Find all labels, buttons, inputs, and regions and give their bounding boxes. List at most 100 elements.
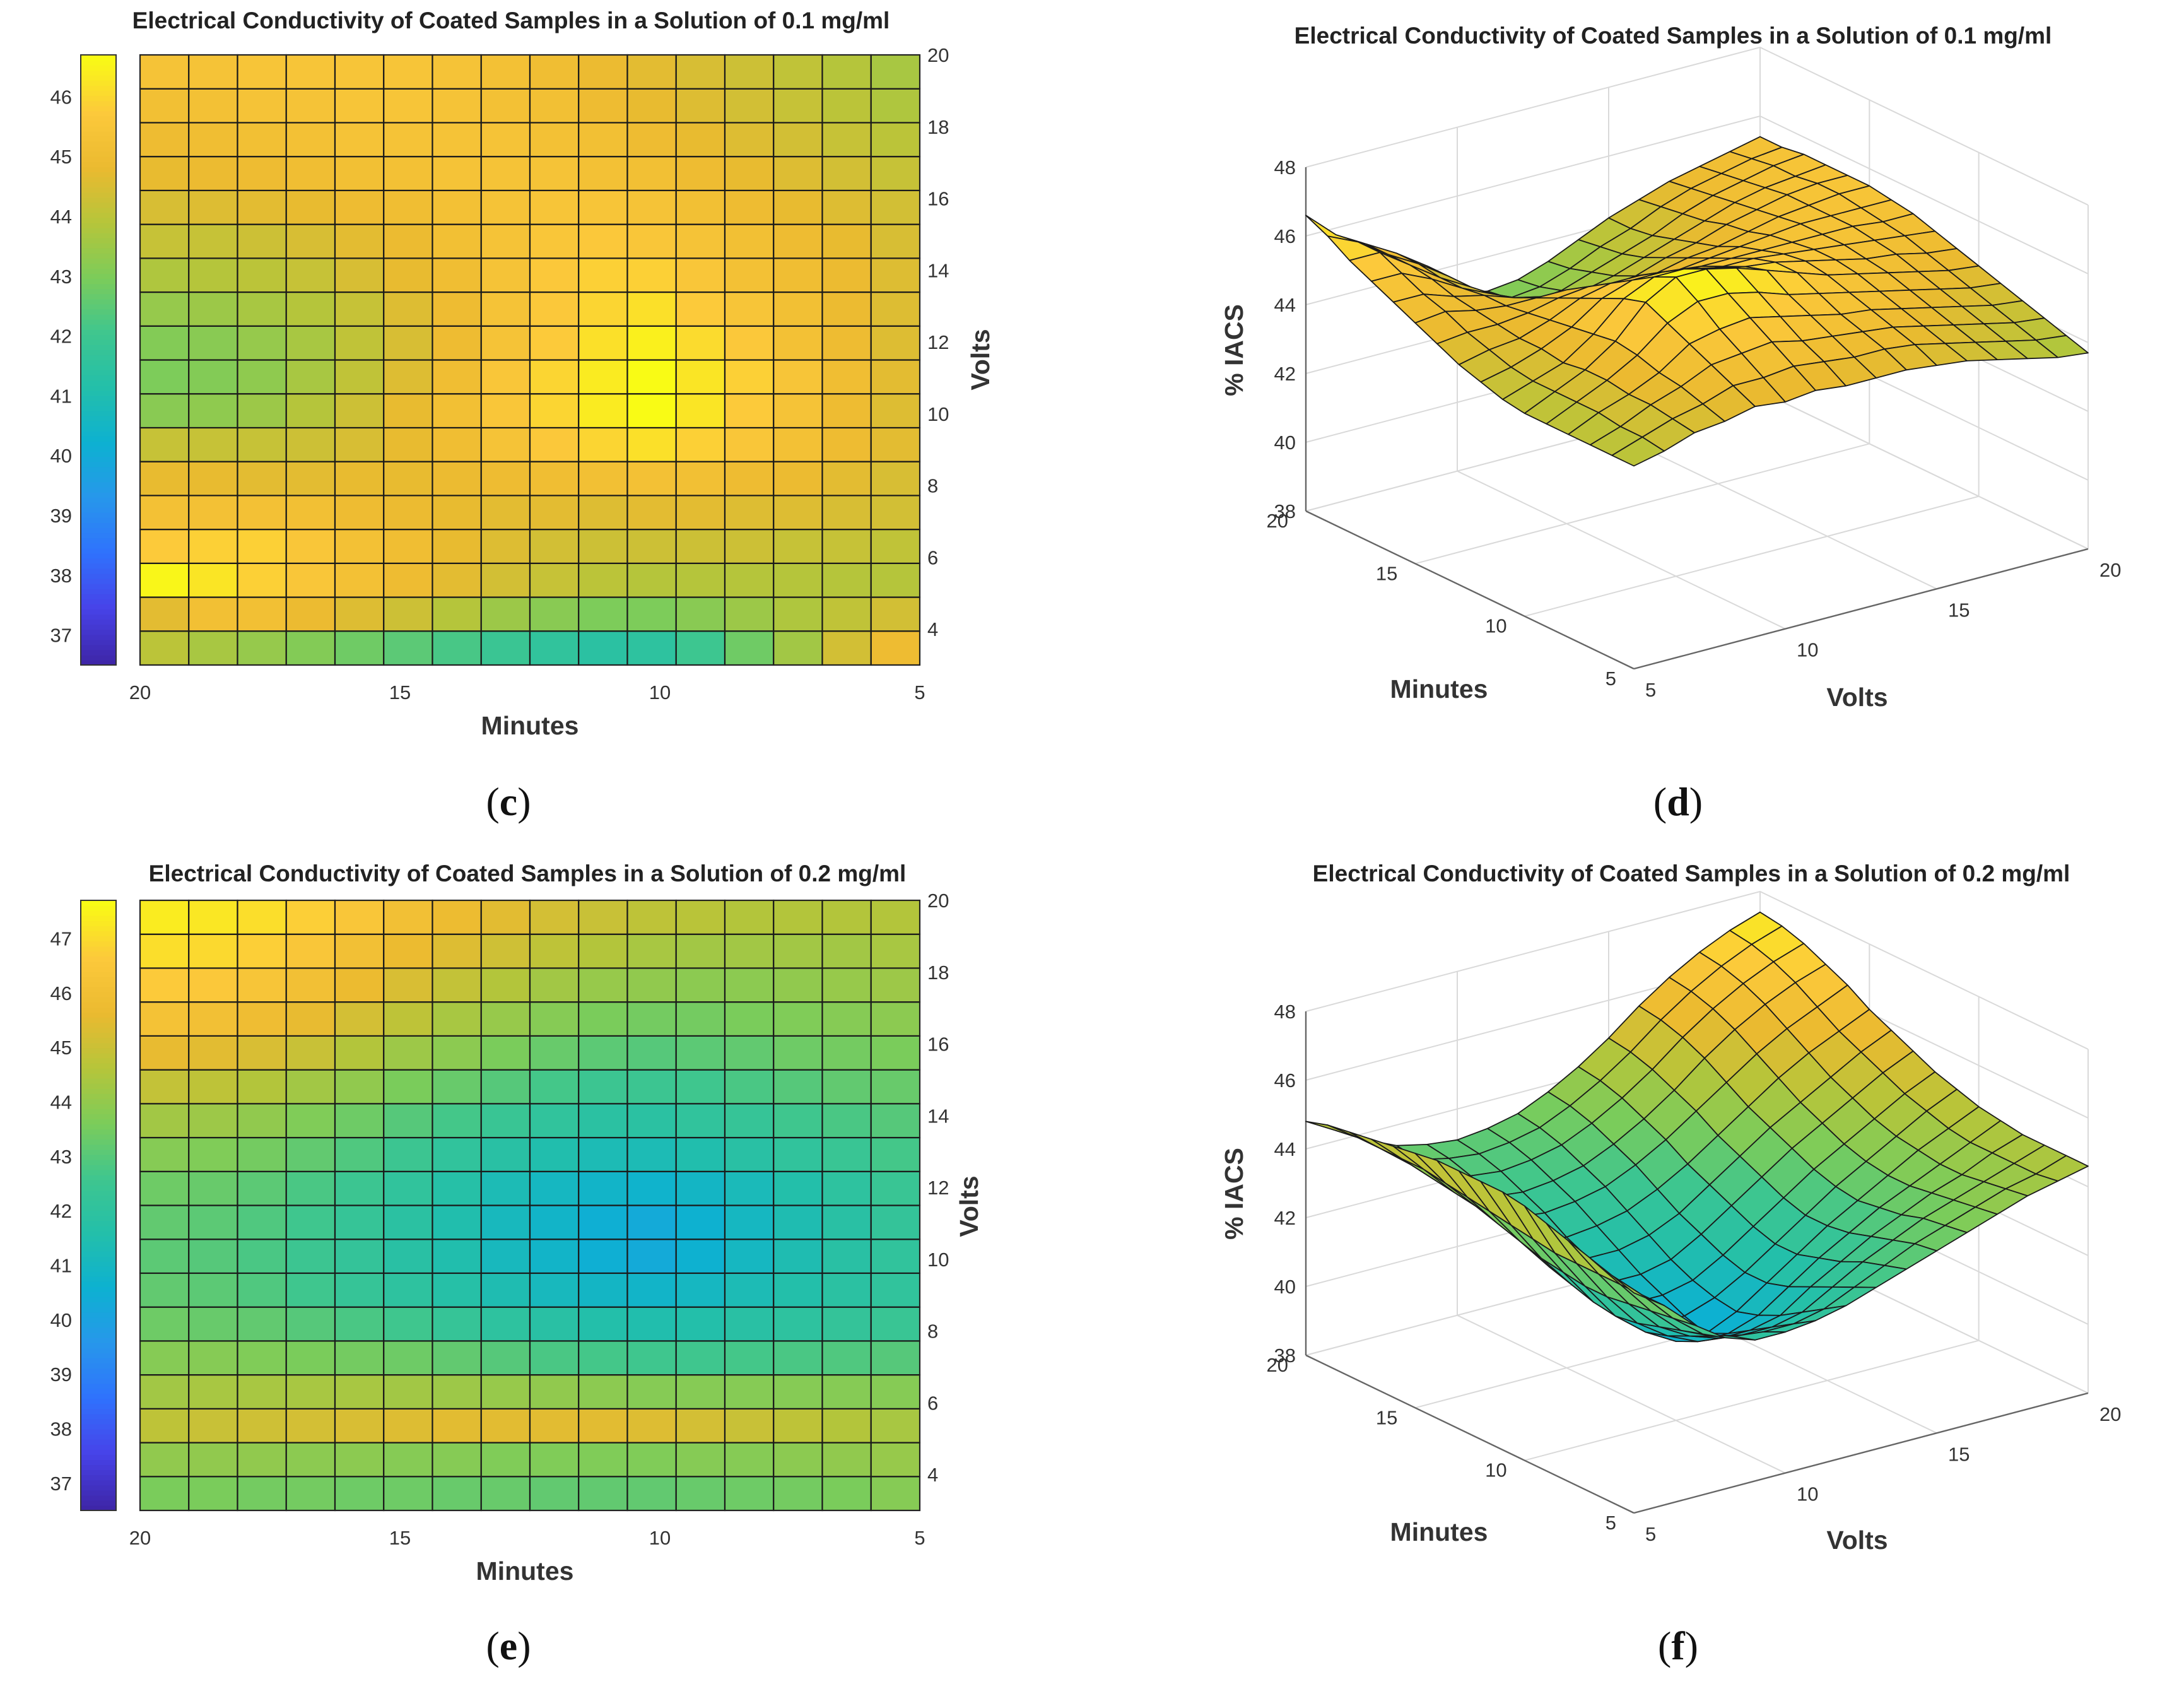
c-cell	[139, 88, 190, 124]
c-cell	[237, 495, 287, 531]
c-cell	[139, 461, 190, 497]
c-cell	[724, 630, 775, 666]
e-cell	[480, 1001, 531, 1037]
c-colorbar-swatch	[81, 90, 116, 97]
c-cell	[237, 596, 287, 632]
c-cell	[821, 495, 872, 531]
c-cell	[578, 630, 628, 666]
e-cell	[626, 1204, 677, 1240]
c-colorbar-tick-label: 40	[50, 445, 72, 467]
c-cell	[188, 189, 238, 225]
c-colorbar-swatch	[81, 263, 116, 269]
panel-f-minutes-ticks: 5 10 15 20	[1267, 1354, 1616, 1534]
panel-f-minutes-label: Minutes	[1390, 1517, 1488, 1546]
e-cell	[870, 1001, 921, 1037]
e-colorbar-swatch	[81, 905, 116, 911]
c-cell	[675, 630, 726, 666]
e-cell	[821, 1272, 872, 1308]
c-cell	[626, 427, 677, 462]
c-cell	[432, 122, 482, 158]
e-cell	[480, 1272, 531, 1308]
e-cell	[773, 1170, 823, 1206]
f-volts-tick-label: 20	[2099, 1403, 2121, 1425]
panel-d-volts-ticks: 5 10 15 20	[1645, 559, 2121, 701]
e-colorbar-swatch	[81, 1012, 116, 1018]
e-colorbar-swatch	[81, 1485, 116, 1491]
c-cell	[334, 359, 385, 395]
e-cell	[432, 1170, 482, 1206]
c-cell	[578, 189, 628, 225]
c-cell	[578, 54, 628, 90]
e-cell	[334, 1306, 385, 1342]
e-cell	[139, 1340, 190, 1376]
e-colorbar-swatch	[81, 1144, 116, 1150]
c-cell	[188, 461, 238, 497]
e-colorbar-swatch	[81, 1383, 116, 1389]
e-cell	[626, 967, 677, 1003]
c-colorbar-swatch	[81, 70, 116, 76]
c-cell	[675, 257, 726, 293]
e-cell	[285, 1374, 336, 1409]
e-colorbar-tick-label: 47	[50, 927, 72, 950]
panel-f-title: Electrical Conductivity of Coated Sample…	[1313, 861, 2070, 886]
c-colorbar-swatch	[81, 411, 116, 416]
e-cell	[237, 1476, 287, 1512]
e-cell	[139, 933, 190, 969]
e-colorbar-swatch	[81, 1195, 116, 1201]
c-cell	[188, 156, 238, 191]
e-y-tick-label: 16	[927, 1033, 949, 1056]
e-colorbar-swatch	[81, 1500, 116, 1506]
e-cell	[139, 1170, 190, 1206]
e-cell	[529, 967, 580, 1003]
c-cell	[188, 88, 238, 124]
e-cell	[285, 1239, 336, 1274]
c-cell	[480, 257, 531, 293]
c-colorbar-swatch	[81, 110, 116, 117]
c-cell	[285, 393, 336, 429]
c-cell	[773, 223, 823, 259]
c-cell	[383, 427, 433, 462]
e-colorbar-swatch	[81, 971, 116, 977]
c-cell	[480, 393, 531, 429]
e-cell	[529, 1069, 580, 1105]
panel-e-plot-frame	[139, 900, 920, 1511]
e-cell	[432, 1306, 482, 1342]
panel-f-volts-ticks: 5 10 15 20	[1645, 1403, 2121, 1545]
e-cell	[383, 1170, 433, 1206]
c-colorbar-swatch	[81, 151, 116, 157]
c-cell	[675, 359, 726, 395]
c-cell	[870, 427, 921, 462]
c-cell	[139, 156, 190, 191]
c-y-tick-label: 16	[927, 188, 949, 210]
c-colorbar-swatch	[81, 416, 116, 421]
c-cell	[626, 257, 677, 293]
c-cell	[334, 596, 385, 632]
c-cell	[285, 630, 336, 666]
e-cell	[626, 1306, 677, 1342]
c-cell	[578, 393, 628, 429]
e-cell	[821, 967, 872, 1003]
e-colorbar-swatch	[81, 1205, 116, 1211]
c-cell	[285, 189, 336, 225]
e-cell	[480, 1408, 531, 1444]
c-cell	[529, 291, 580, 327]
c-cell	[285, 291, 336, 327]
c-cell	[821, 257, 872, 293]
c-cell	[529, 461, 580, 497]
e-cell	[334, 1069, 385, 1105]
e-cell	[578, 1001, 628, 1037]
e-cell	[188, 1001, 238, 1037]
c-cell	[188, 427, 238, 462]
e-cell	[529, 1170, 580, 1206]
e-cell	[578, 1442, 628, 1478]
c-cell	[870, 122, 921, 158]
c-cell	[626, 122, 677, 158]
d-axis-line	[1633, 548, 2089, 670]
e-cell	[675, 933, 726, 969]
e-colorbar-swatch	[81, 1281, 116, 1288]
c-colorbar-swatch	[81, 441, 116, 447]
c-colorbar-swatch	[81, 390, 116, 396]
c-cell	[237, 257, 287, 293]
e-cell	[675, 1239, 726, 1274]
c-colorbar-swatch	[81, 136, 116, 142]
